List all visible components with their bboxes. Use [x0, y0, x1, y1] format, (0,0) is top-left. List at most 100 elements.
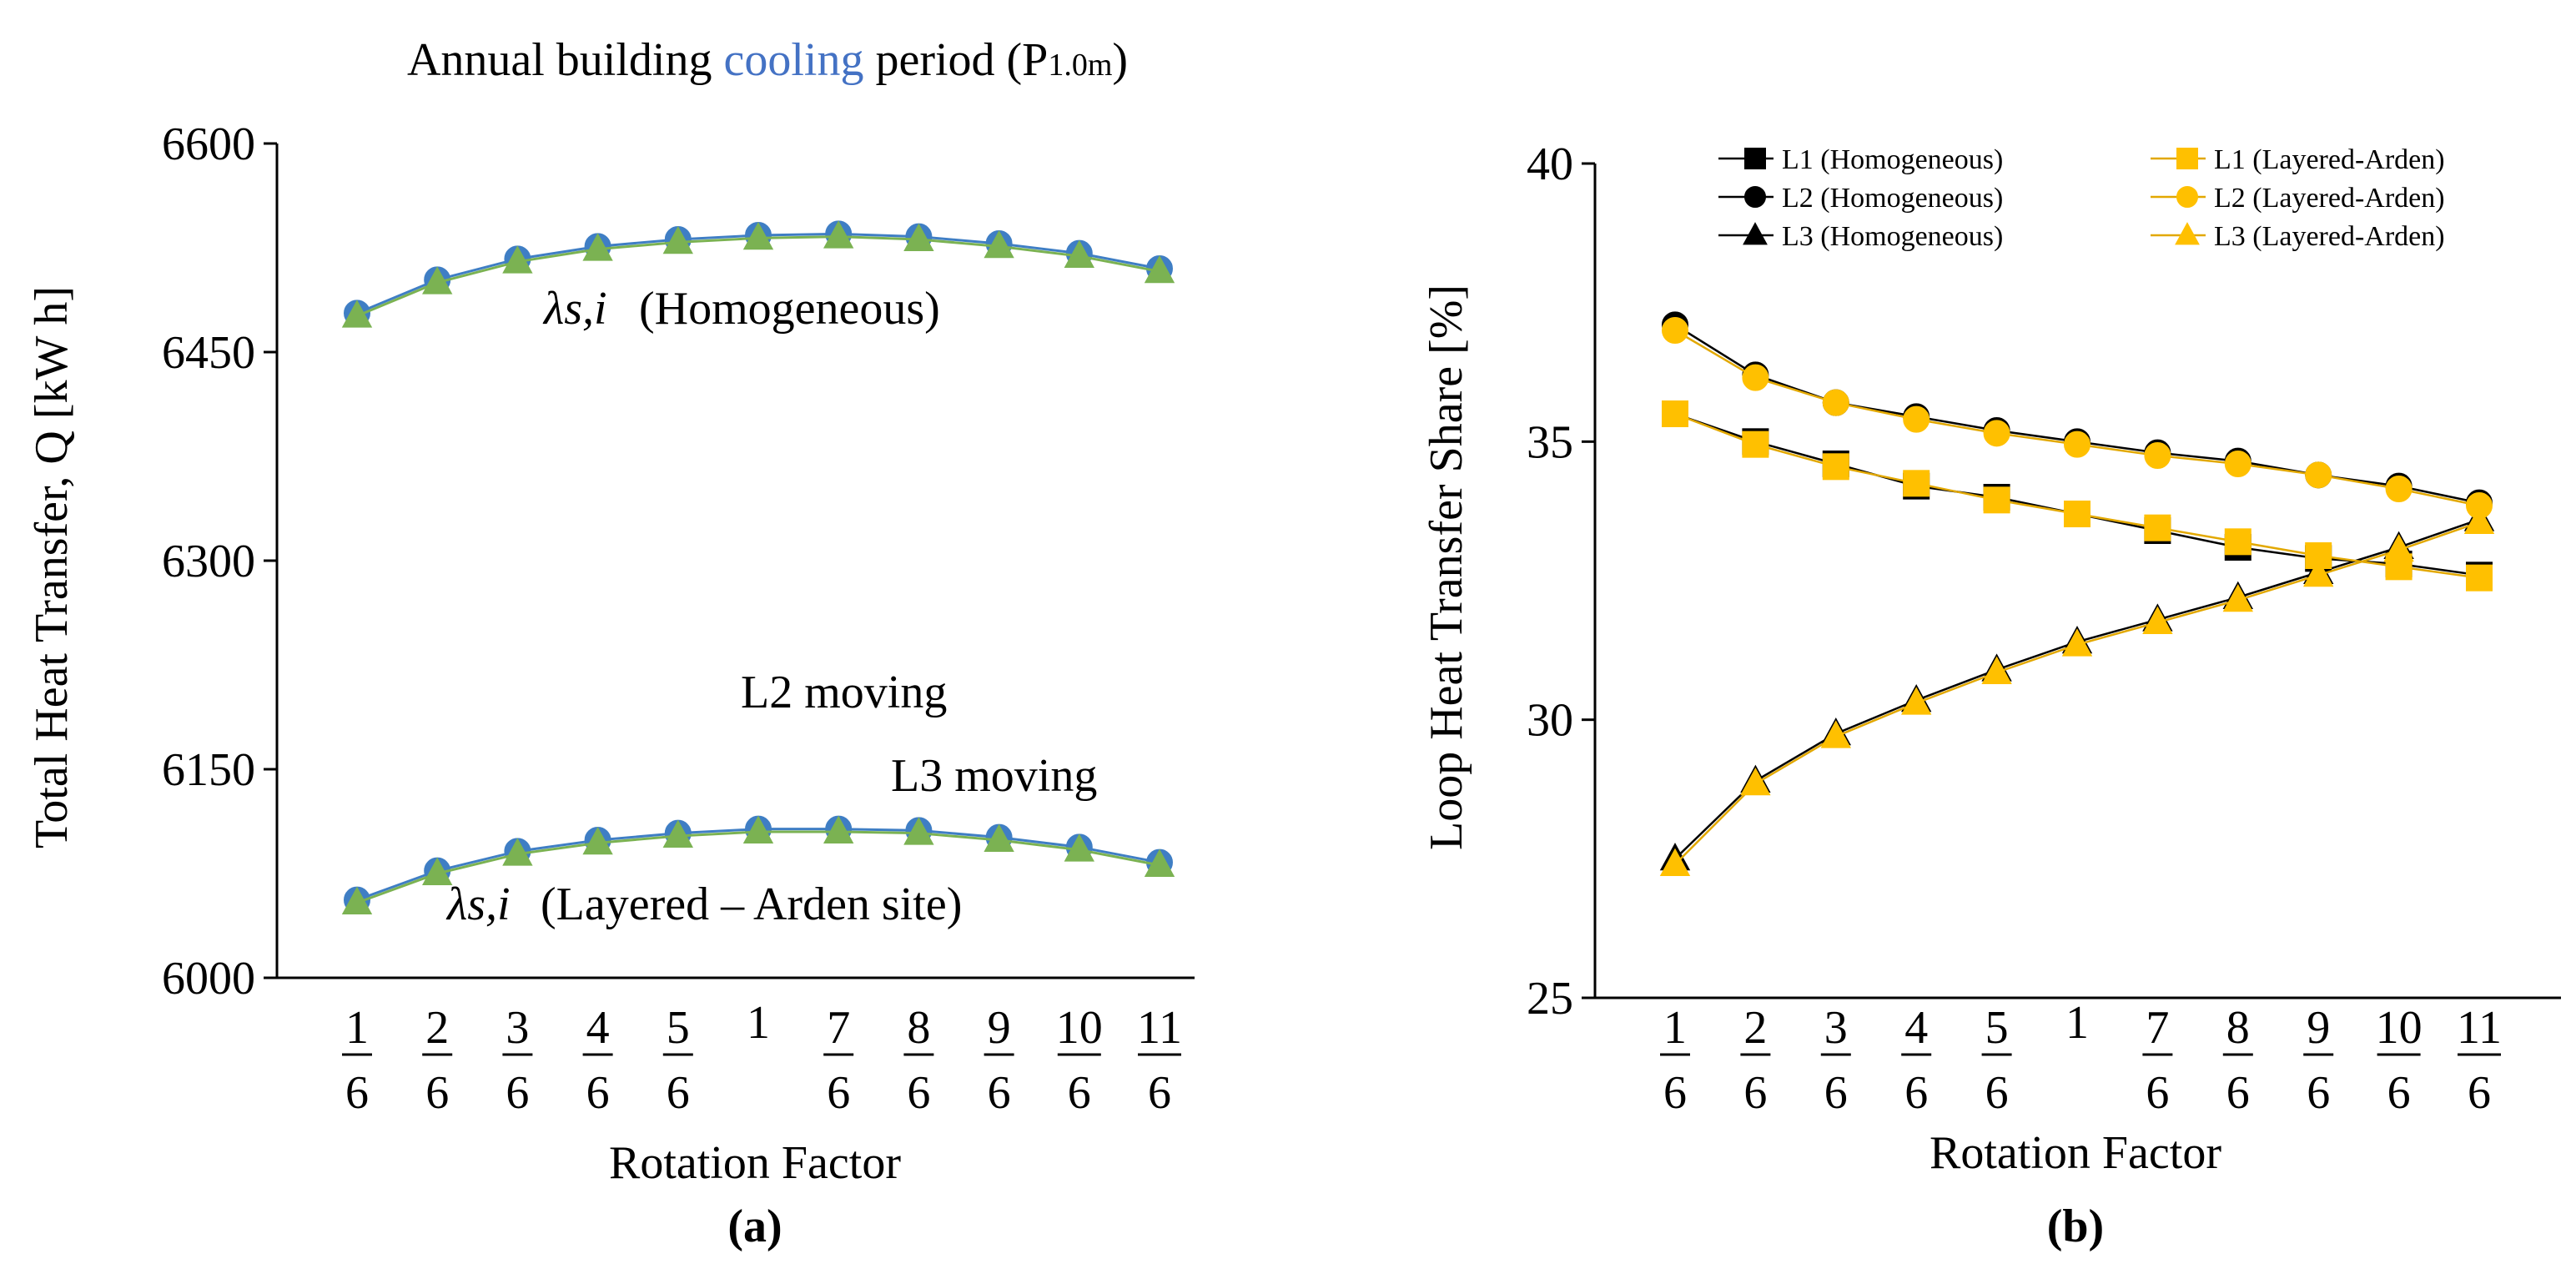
series-l2-homogeneous-: [1662, 311, 2493, 516]
legend-item: L3 (Layered-Arden): [2151, 221, 2445, 252]
data-point: [2144, 514, 2171, 541]
data-point: [341, 300, 373, 328]
legend-item: L1 (Layered-Arden): [2151, 144, 2445, 175]
series-line: [1674, 329, 2480, 507]
x-tick-numerator: 7: [2146, 1002, 2169, 1054]
x-tick-denominator: 6: [2146, 1067, 2169, 1119]
data-point: [984, 823, 1014, 852]
y-tick-label: 25: [1527, 973, 1573, 1025]
x-tick-denominator: 6: [827, 1067, 850, 1119]
x-tick-denominator: 6: [1148, 1067, 1171, 1119]
legend-marker: [1743, 222, 1768, 245]
x-tick-numerator: 10: [1056, 1002, 1103, 1054]
panel-a-series: [341, 220, 1175, 914]
x-tick-numerator: 10: [2376, 1002, 2423, 1054]
series-l3-layered-arden-: [1659, 506, 2495, 876]
x-tick-numerator: 4: [1904, 1002, 1928, 1054]
legend-marker: [2176, 148, 2198, 169]
series-l1-layered-arden-: [1662, 400, 2493, 592]
data-point: [1144, 254, 1175, 284]
x-tick-denominator: 6: [1904, 1067, 1928, 1119]
legend-item: L2 (Layered-Arden): [2151, 183, 2445, 214]
data-point: [2466, 564, 2493, 592]
x-tick-numerator: 1: [345, 1002, 369, 1054]
legend-label: L2 (Homogeneous): [1782, 183, 2003, 214]
data-point: [2144, 442, 2171, 469]
data-point: [2224, 451, 2251, 477]
y-tick-label: 6150: [162, 744, 255, 796]
data-point: [2385, 476, 2412, 502]
panel-b-series: [1659, 311, 2495, 876]
legend-item: L2 (Homogeneous): [1718, 183, 2003, 214]
data-point: [1144, 848, 1175, 877]
x-tick-denominator: 6: [1663, 1067, 1687, 1119]
data-point: [2463, 506, 2495, 534]
panel-b-y-axis-title: Loop Heat Transfer Share [%]: [1421, 285, 1472, 850]
data-point: [1064, 239, 1094, 268]
x-tick-denominator: 6: [506, 1067, 529, 1119]
legend-marker: [2175, 222, 2200, 245]
data-point: [1740, 767, 1771, 796]
data-point: [823, 815, 854, 843]
x-tick-numerator: 8: [907, 1002, 930, 1054]
legend-label: L2 (Layered-Arden): [2214, 183, 2445, 214]
x-tick-numerator: 2: [425, 1002, 449, 1054]
x-tick-denominator: 6: [2226, 1067, 2250, 1119]
x-tick-numerator: 1: [1663, 1002, 1687, 1054]
title-part-1: Annual building: [407, 34, 724, 86]
series-line: [1674, 518, 2480, 860]
data-point: [1983, 420, 2010, 447]
x-tick-numerator: 11: [2457, 1002, 2502, 1054]
figure-title: Annual building cooling period (P1.0m): [407, 34, 1128, 86]
x-tick-numerator: 2: [1743, 1002, 1767, 1054]
x-tick-numerator: 8: [2226, 1002, 2250, 1054]
title-part-5: ): [1112, 34, 1128, 86]
panel-b-legend: L1 (Homogeneous) L2 (Homogeneous) L3 (Homo…: [1718, 144, 2445, 252]
panel-a-chart: 6000 6150 6300 6450 6600 1 6 2 6 3 6 4 6 5 6 1 7 6 8 6 9 6 10…: [26, 118, 1195, 1252]
title-part-3: period (P: [863, 34, 1048, 86]
panel-b-x-ticks: 1 6 2 6 3 6 4 6 5 6 1 7 6 8 6 9 6 10 6 11 6: [1660, 997, 2502, 1119]
data-point: [582, 826, 613, 855]
homogeneous-symbol: λs,i: [542, 283, 607, 335]
data-point: [1903, 470, 1930, 497]
legend-marker: [1744, 148, 1766, 169]
x-tick-denominator: 6: [667, 1067, 690, 1119]
legend-marker: [2176, 186, 2198, 208]
x-tick-numerator: 5: [667, 1002, 690, 1054]
x-tick-label: 1: [747, 997, 770, 1049]
series-l3-moving-homogeneous-: [341, 220, 1175, 328]
data-point: [582, 233, 613, 261]
x-tick-denominator: 6: [988, 1067, 1011, 1119]
x-tick-denominator: 6: [1068, 1067, 1091, 1119]
x-tick-numerator: 4: [586, 1002, 610, 1054]
y-tick-label: 6600: [162, 118, 255, 170]
series-l3-moving-layered-arden-site-: [341, 815, 1175, 914]
panel-b-x-axis-title: Rotation Factor: [1929, 1127, 2221, 1179]
data-point: [1662, 400, 1688, 427]
panel-a-x-ticks: 1 6 2 6 3 6 4 6 5 6 1 7 6 8 6 9 6 10 6 11 6: [342, 997, 1182, 1119]
data-point: [742, 815, 774, 843]
panel-b-chart: 25 30 35 40 1 6 2 6 3 6 4 6 5 6 1 7 6 8 6 9 6 10 6 11 6 L1 (Hom…: [1421, 138, 2561, 1252]
x-tick-numerator: 3: [1824, 1002, 1848, 1054]
data-point: [1981, 656, 2012, 684]
legend-item: L1 (Homogeneous): [1718, 144, 2003, 175]
x-tick-numerator: 9: [988, 1002, 1011, 1054]
data-point: [2224, 528, 2251, 556]
data-point: [1742, 431, 1769, 458]
data-point: [742, 221, 774, 250]
data-point: [502, 245, 533, 274]
data-point: [1742, 364, 1769, 391]
data-point: [2305, 542, 2332, 569]
data-point: [422, 857, 453, 885]
data-point: [662, 225, 693, 254]
data-point: [662, 819, 693, 848]
data-point: [1659, 848, 1691, 876]
title-cooling-word: cooling: [723, 34, 863, 86]
data-point: [1903, 405, 1930, 433]
x-tick-denominator: 6: [425, 1067, 449, 1119]
x-tick-denominator: 6: [345, 1067, 369, 1119]
x-tick-denominator: 6: [1743, 1067, 1767, 1119]
panel-a-y-axis-title: Total Heat Transfer, Q [kW h]: [26, 286, 78, 848]
data-point: [502, 838, 533, 866]
